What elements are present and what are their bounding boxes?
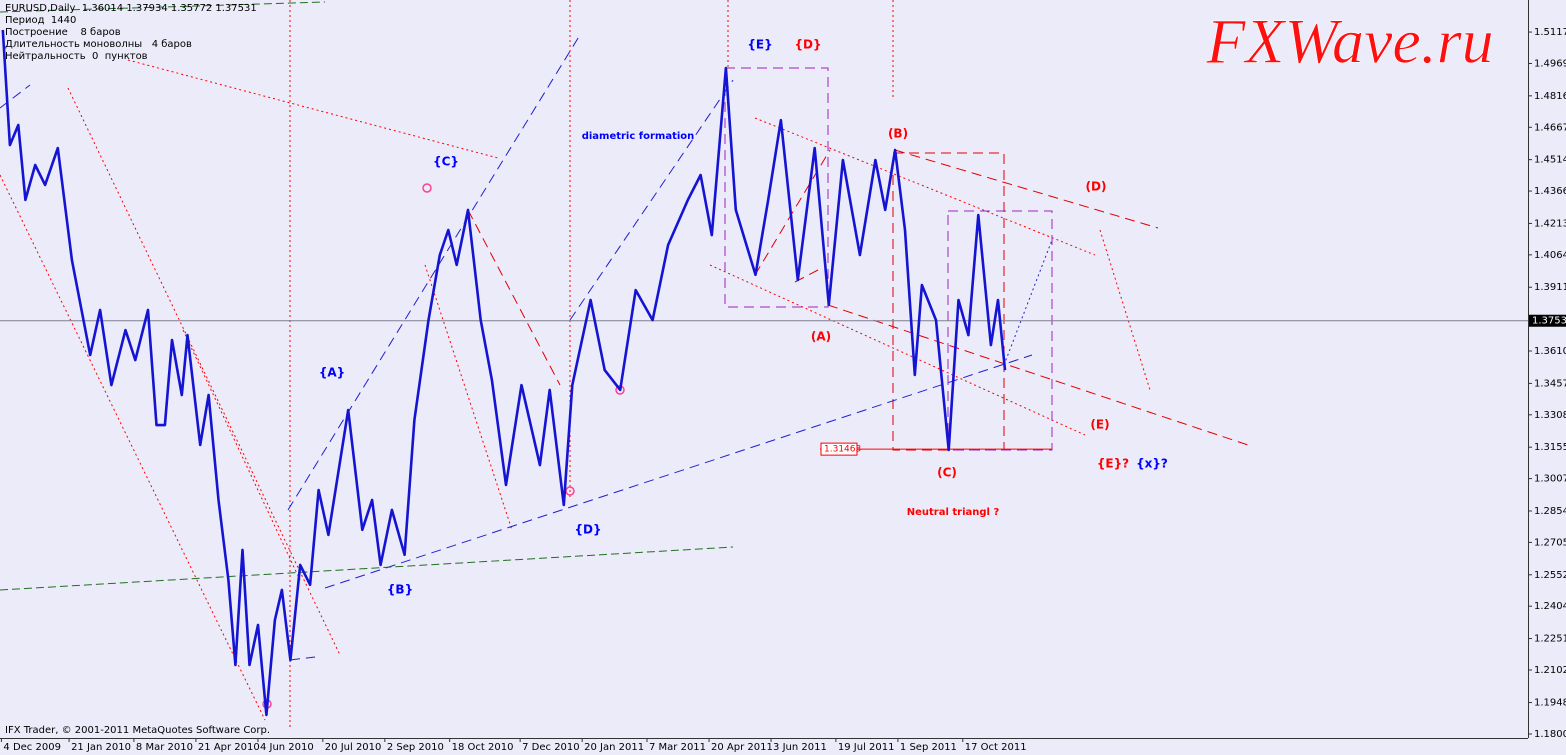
y-tick-label: 1.42130 [1534, 218, 1566, 229]
x-tick-label: 4 Jun 2010 [260, 742, 314, 753]
info-line: Длительность моноволны 4 баров [5, 39, 192, 50]
price-label: 1.37531 [1532, 316, 1566, 327]
level-label: 1.31463 [824, 445, 861, 455]
y-tick-label: 1.25525 [1534, 570, 1566, 581]
wave-label: diametric formation [582, 131, 695, 142]
wave-label: {E}? [1097, 457, 1129, 471]
y-tick-label: 1.45145 [1534, 155, 1566, 166]
y-tick-label: 1.30070 [1534, 474, 1566, 485]
info-line: Период 1440 [5, 15, 76, 26]
x-tick-label: 21 Apr 2010 [198, 742, 260, 753]
wave-label: {A} [319, 366, 345, 380]
x-tick-label: 1 Sep 2011 [900, 742, 957, 753]
level-label-box [820, 442, 858, 456]
x-tick-label: 20 Jan 2011 [584, 742, 644, 753]
wave-label: (C) [937, 466, 957, 480]
x-tick-label: 19 Jul 2011 [838, 742, 895, 753]
wave-label: (B) [888, 127, 908, 141]
y-tick-label: 1.51175 [1534, 27, 1566, 38]
wave-label: (E) [1090, 418, 1109, 432]
y-tick-label: 1.46675 [1534, 122, 1566, 133]
y-tick-label: 1.31555 [1534, 442, 1566, 453]
drawings [0, 0, 1249, 730]
y-tick-label: 1.34570 [1534, 378, 1566, 389]
y-tick-label: 1.24040 [1534, 601, 1566, 612]
wave-label: {C} [433, 155, 459, 169]
y-tick-label: 1.33085 [1534, 410, 1566, 421]
x-tick-label: 21 Jan 2010 [71, 742, 131, 753]
x-tick-label: 17 Oct 2011 [965, 742, 1027, 753]
y-tick-label: 1.21025 [1534, 665, 1566, 676]
purple-boxes [724, 67, 1053, 451]
x-tick-label: 7 Dec 2010 [522, 742, 580, 753]
x-tick-label: 4 Dec 2009 [3, 742, 61, 753]
info-line: Построение 8 баров [5, 27, 121, 38]
x-tick-label: 18 Oct 2010 [452, 742, 514, 753]
y-tick-label: 1.19485 [1534, 698, 1566, 709]
y-tick-label: 1.28540 [1534, 506, 1566, 517]
wave-label: (A) [811, 330, 831, 344]
y-tick-label: 1.39115 [1534, 282, 1566, 293]
x-tick-label: 20 Apr 2011 [711, 742, 773, 753]
x-tick-label: 2 Sep 2010 [387, 742, 444, 753]
x-tick-label: 3 Jun 2011 [773, 742, 827, 753]
y-tick-label: 1.48160 [1534, 91, 1566, 102]
price-label-box [1529, 314, 1566, 327]
x-tick-label: 8 Mar 2010 [136, 742, 193, 753]
wave-label: {D} [794, 38, 821, 52]
y-tick-label: 1.36100 [1534, 346, 1566, 357]
y-tick-label: 1.18000 [1534, 729, 1566, 740]
x-tick-label: 7 Mar 2011 [649, 742, 706, 753]
x-tick-label: 20 Jul 2010 [325, 742, 382, 753]
wave-label: (D) [1086, 180, 1107, 194]
info-line: Нейтральность 0 пунктов [5, 51, 148, 62]
y-tick-label: 1.22510 [1534, 634, 1566, 645]
wave-label: {E} [747, 38, 772, 52]
y-tick-label: 1.43660 [1534, 186, 1566, 197]
watermark: FXWave.ru [1205, 6, 1493, 77]
blue-dashed-lines [0, 34, 1033, 661]
wave-label: {B} [387, 583, 413, 597]
green-dashed-lines [0, 1, 734, 591]
wave-label: {D} [574, 523, 601, 537]
chart-title: EURUSD,Daily 1.36014 1.37934 1.35772 1.3… [5, 3, 257, 14]
price-line-series [1, 29, 1007, 717]
wave-label: Neutral triangl ? [907, 507, 1000, 518]
y-tick-label: 1.40645 [1534, 250, 1566, 261]
y-tick-label: 1.49690 [1534, 58, 1566, 69]
footer: IFX Trader, © 2001-2011 MetaQuotes Softw… [5, 725, 270, 736]
y-tick-label: 1.27055 [1534, 537, 1566, 548]
blue-dotted-line [1003, 239, 1053, 366]
wave-label: {x}? [1136, 457, 1168, 471]
